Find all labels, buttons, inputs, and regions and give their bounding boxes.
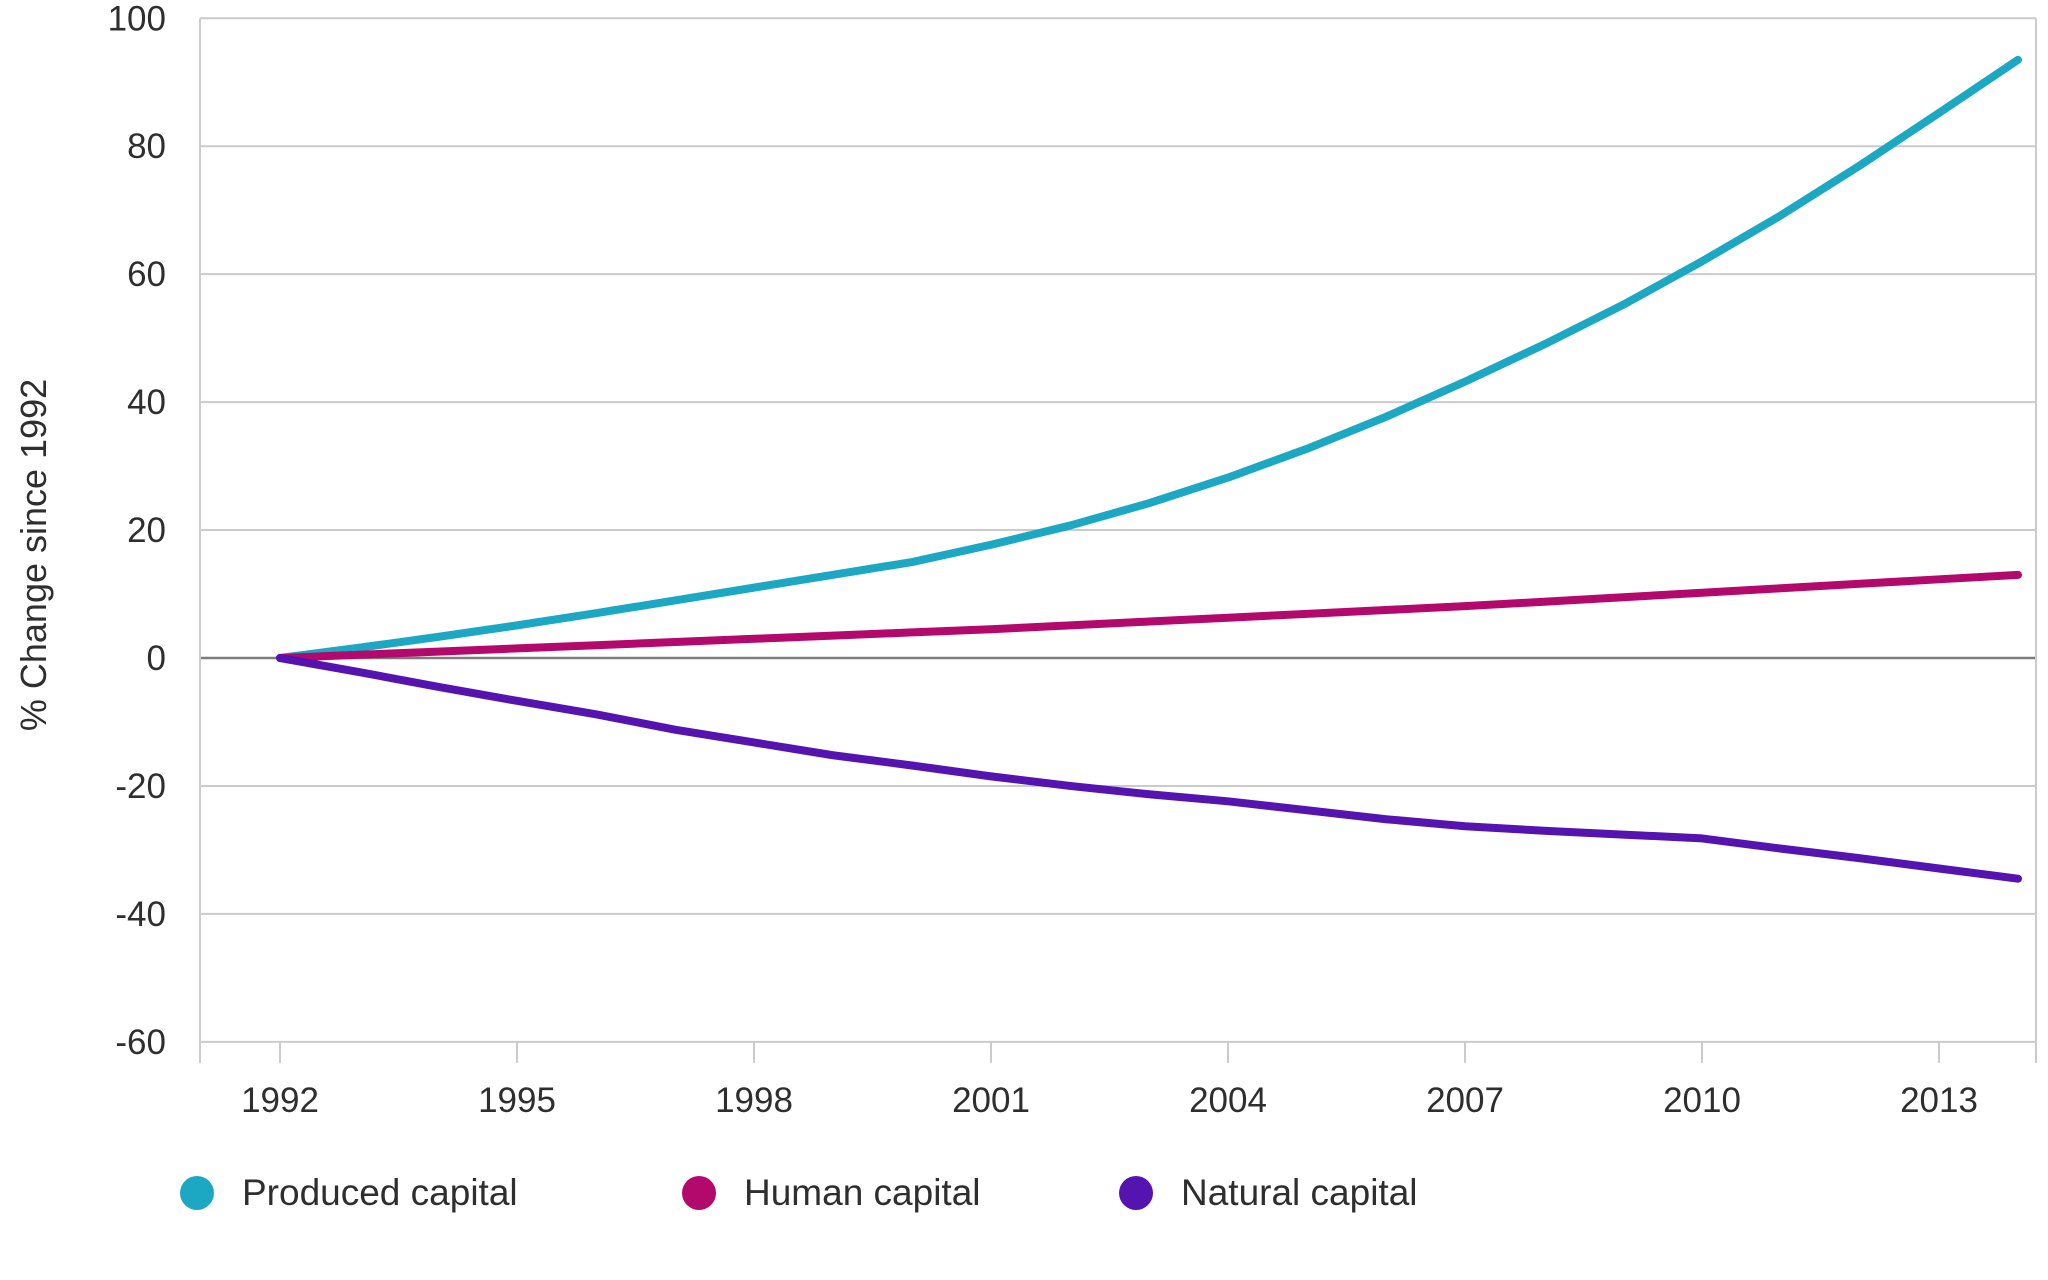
y-tick-label: 40: [127, 383, 166, 422]
legend: Produced capital Human capital Natural c…: [0, 1163, 2048, 1223]
legend-label: Human capital: [744, 1172, 981, 1213]
legend-item-human-capital: Human capital: [682, 1163, 981, 1223]
series-line-human-capital: [276, 570, 2022, 662]
x-tick-label: 2013: [1900, 1081, 1978, 1120]
series-line-produced-capital: [276, 55, 2022, 662]
produced-capital-swatch-icon: [180, 1176, 214, 1210]
y-tick-label: -40: [115, 895, 166, 934]
y-tick-label: 60: [127, 255, 166, 294]
y-tick-label: -20: [115, 767, 166, 806]
human-capital-swatch-icon: [682, 1176, 716, 1210]
legend-label: Natural capital: [1181, 1172, 1418, 1213]
natural-capital-swatch-icon: [1119, 1176, 1153, 1210]
y-tick-label: 80: [127, 127, 166, 166]
x-tick-label: 2001: [952, 1081, 1030, 1120]
x-tick-label: 2010: [1663, 1081, 1741, 1120]
legend-item-produced-capital: Produced capital: [180, 1163, 518, 1223]
series-line-natural-capital: [276, 654, 2022, 883]
legend-label: Produced capital: [242, 1172, 518, 1213]
x-tick-label: 1995: [478, 1081, 556, 1120]
y-tick-label: 0: [147, 639, 166, 678]
x-tick-label: 1992: [241, 1081, 319, 1120]
y-tick-label: 20: [127, 511, 166, 550]
x-tick-label: 2007: [1426, 1081, 1504, 1120]
x-tick-label: 2004: [1189, 1081, 1267, 1120]
y-tick-label: -60: [115, 1023, 166, 1062]
legend-item-natural-capital: Natural capital: [1119, 1163, 1418, 1223]
x-tick-label: 1998: [715, 1081, 793, 1120]
y-tick-label: 100: [108, 0, 166, 38]
line-chart: -60 -40 -20 0 20 40 60 80 100 1992 1995 1998 2001 200…: [108, 0, 2037, 1120]
